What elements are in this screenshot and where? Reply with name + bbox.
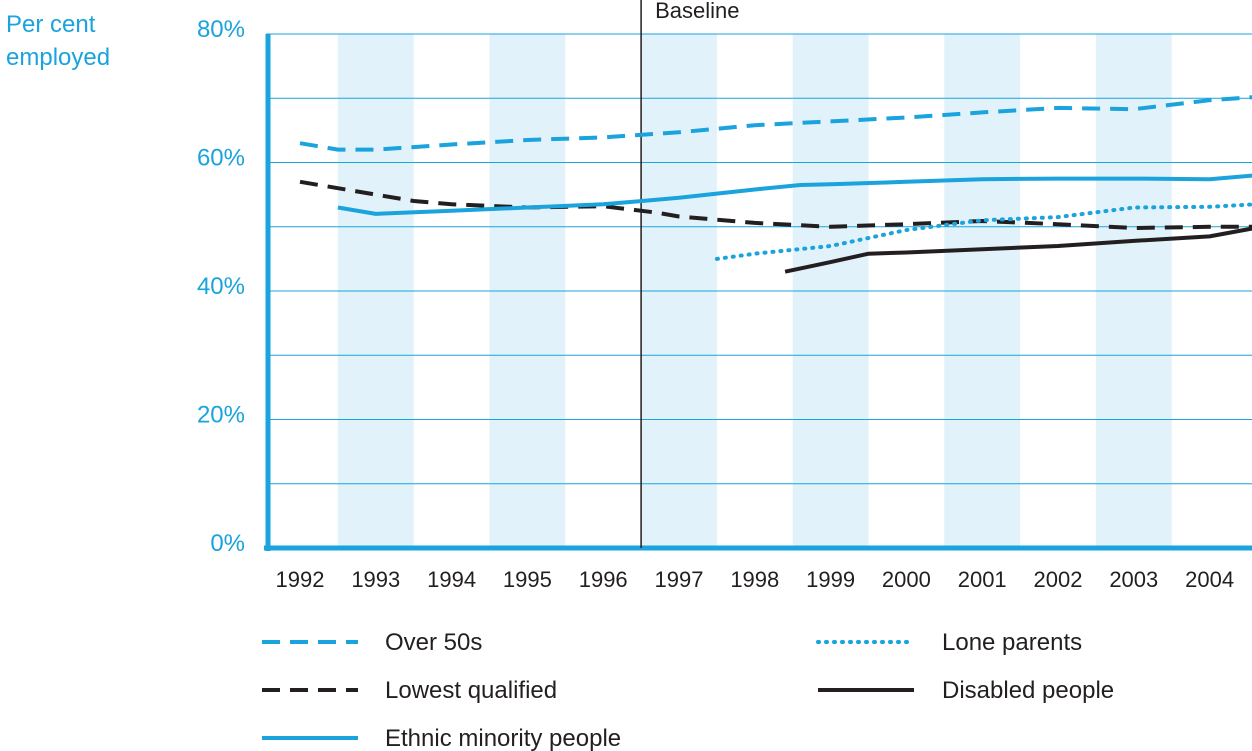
y-tick-label: 80%: [197, 16, 245, 43]
x-tick-label: 1994: [427, 567, 476, 592]
legend-label: Ethnic minority people: [385, 725, 621, 751]
series-lines: [299, 95, 1252, 274]
x-tick-labels: 1992 1993 1994 1995 1996 1997 1998 1999 2000 2001…: [276, 567, 1235, 592]
legend-label: Over 50s: [385, 629, 482, 656]
x-tick-label: 2004: [1185, 567, 1234, 592]
x-tick-label: 2001: [958, 567, 1007, 592]
x-tick-label: 2002: [1034, 567, 1083, 592]
legend-label: Lowest qualified: [385, 677, 557, 704]
series-line-disabled-people: [784, 226, 1252, 274]
legend: Over 50s Lowest qualified Ethnic minority …: [262, 629, 1114, 751]
y-axis-label-line-1: Per cent: [6, 11, 96, 38]
x-tick-label: 2003: [1109, 567, 1158, 592]
y-tick-label: 20%: [197, 402, 245, 429]
x-tick-label: 1997: [655, 567, 704, 592]
series-line-lone-parents: [714, 202, 1252, 261]
series-line-ethnic-minority-people: [337, 173, 1252, 216]
series-line-over-50s: [299, 95, 1252, 152]
y-tick-labels: 0% 20% 40% 60% 80%: [197, 16, 245, 557]
series-line-lowest-qualified: [299, 179, 1252, 230]
x-tick-label: 1998: [730, 567, 779, 592]
x-tick-label: 1996: [579, 567, 628, 592]
axes: [264, 34, 1252, 551]
legend-label: Lone parents: [942, 629, 1082, 656]
y-tick-label: 0%: [210, 530, 245, 557]
x-tick-label: 1992: [276, 567, 325, 592]
x-tick-label: 1995: [503, 567, 552, 592]
y-tick-label: 60%: [197, 145, 245, 172]
y-tick-label: 40%: [197, 273, 245, 300]
x-tick-label: 1993: [351, 567, 400, 592]
legend-label: Disabled people: [942, 677, 1114, 704]
y-axis-label-line-2: employed: [6, 44, 110, 71]
x-tick-label: 1999: [806, 567, 855, 592]
x-tick-label: 2000: [882, 567, 931, 592]
baseline-annotation: Baseline: [655, 0, 739, 23]
